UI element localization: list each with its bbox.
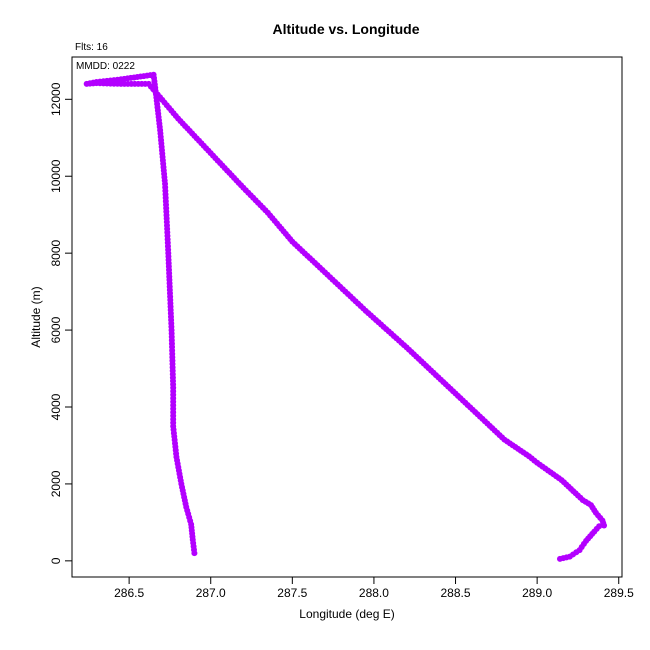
y-tick-label: 2000 — [49, 470, 63, 497]
data-point — [191, 550, 198, 557]
y-tick-label: 6000 — [49, 316, 63, 343]
annotation-flights: Flts: 16 — [75, 42, 108, 53]
x-tick-label: 286.5 — [114, 586, 144, 600]
x-tick-label: 288.5 — [441, 586, 471, 600]
x-axis-title: Longitude (deg E) — [299, 607, 394, 621]
annotation-date: MMDD: 0222 — [76, 61, 135, 72]
x-tick-label: 287.5 — [277, 586, 307, 600]
x-tick-label: 289.0 — [522, 586, 552, 600]
y-tick-label: 0 — [49, 557, 63, 564]
data-point — [596, 523, 603, 530]
y-axis: 0 2000 4000 6000 8000 10000 12000 — [49, 82, 73, 564]
x-tick-label: 288.0 — [359, 586, 389, 600]
x-tick-label: 287.0 — [196, 586, 226, 600]
x-tick-label: 289.5 — [604, 586, 634, 600]
data-points — [83, 71, 608, 562]
y-tick-label: 10000 — [49, 159, 63, 193]
y-tick-label: 12000 — [49, 82, 63, 116]
chart-title: Altitude vs. Longitude — [273, 21, 420, 37]
x-axis: 286.5 287.0 287.5 288.0 288.5 289.0 289.5 — [114, 576, 634, 600]
y-tick-label: 8000 — [49, 239, 63, 266]
y-axis-title: Altitude (m) — [29, 286, 43, 347]
y-tick-label: 4000 — [49, 393, 63, 420]
